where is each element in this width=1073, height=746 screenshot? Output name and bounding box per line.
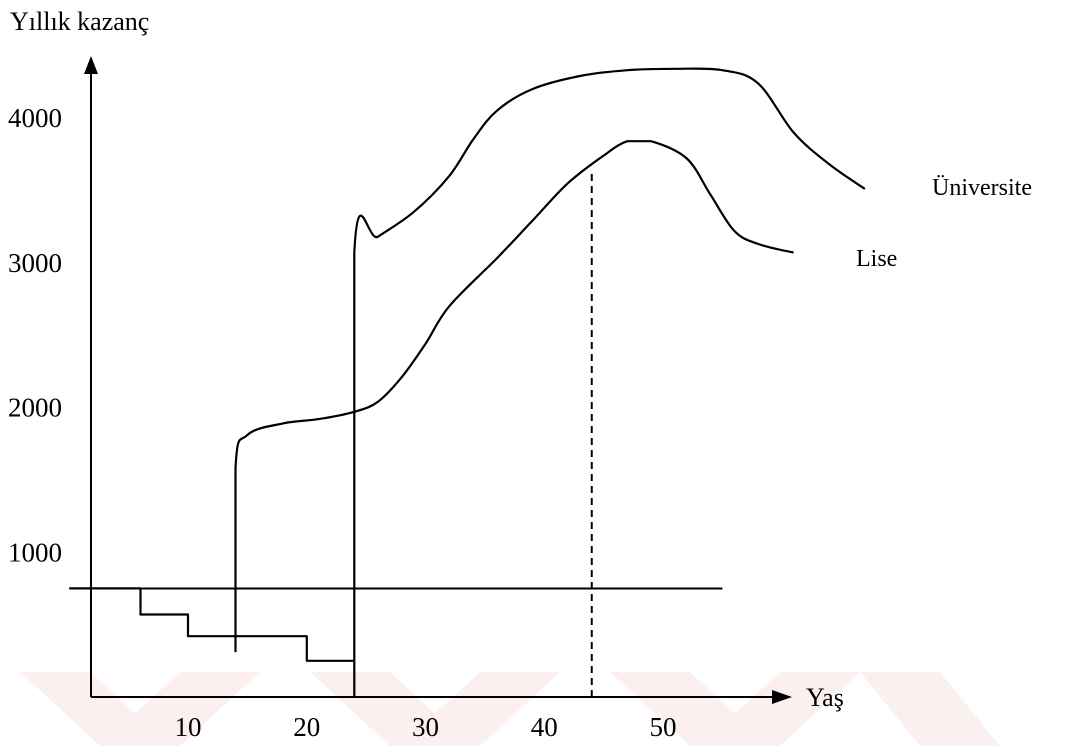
x-axis-label: Yaş	[806, 683, 844, 712]
x-tick-label-40: 40	[531, 712, 558, 742]
x-tick-label-50: 50	[650, 712, 677, 742]
y-axis-label: Yıllık kazanç	[10, 7, 149, 36]
series-line-lise	[234, 140, 794, 653]
series-label-universite: Üniversite	[932, 175, 1032, 201]
y-tick-label-1000: 1000	[8, 537, 62, 567]
watermark-stripes	[20, 672, 1000, 746]
series-layer	[69, 67, 866, 699]
axes	[90, 68, 776, 698]
y-axis-arrow	[84, 56, 98, 74]
x-tick-labels: 10 20 30 40 50	[175, 712, 677, 742]
reference-lines	[69, 173, 723, 697]
x-tick-label-30: 30	[412, 712, 439, 742]
series-line-universite	[69, 67, 866, 699]
series-label-lise: Lise	[856, 246, 897, 272]
x-tick-label-20: 20	[293, 712, 320, 742]
y-tick-label-3000: 3000	[8, 248, 62, 278]
y-tick-label-4000: 4000	[8, 103, 62, 133]
x-axis-arrow	[772, 690, 792, 704]
y-tick-labels: 1000 2000 3000 4000	[8, 103, 62, 567]
y-tick-label-2000: 2000	[8, 393, 62, 423]
x-tick-label-10: 10	[175, 712, 202, 742]
